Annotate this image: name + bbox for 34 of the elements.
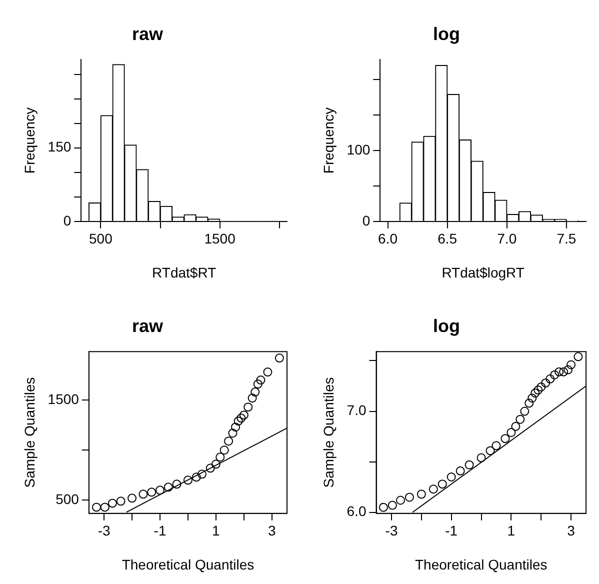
- x-tick-label: 3: [567, 522, 576, 539]
- x-tick-label: 7.5: [556, 230, 576, 247]
- x-axis-title: Theoretical Quantiles: [414, 556, 548, 572]
- x-axis-title: RTdat$RT: [152, 264, 217, 280]
- x-tick-label: -3: [98, 522, 110, 539]
- x-tick-label: 500: [89, 230, 113, 247]
- x-tick-label: -3: [385, 522, 398, 539]
- y-tick-label: 1500: [48, 390, 80, 407]
- y-tick-label: 500: [56, 491, 80, 508]
- y-axis-title: Frequency: [21, 107, 38, 174]
- y-axis-title: Sample Quantiles: [21, 377, 38, 488]
- y-axis-title: Frequency: [320, 107, 336, 174]
- x-tick-label: 1: [507, 522, 516, 539]
- y-tick-label: 0: [63, 212, 72, 228]
- x-tick-label: 6.5: [438, 230, 458, 247]
- y-tick-label: 7.0: [346, 402, 366, 418]
- x-tick-label: -1: [154, 522, 166, 539]
- y-tick-label: 100: [346, 141, 370, 158]
- chart-title: log: [433, 24, 460, 44]
- y-tick-label: 6.0: [346, 503, 366, 520]
- x-axis-title: Theoretical Quantiles: [122, 556, 254, 572]
- chart-title: raw: [132, 24, 164, 44]
- x-axis-title: RTdat$logRT: [442, 264, 525, 280]
- x-tick-label: 1: [212, 522, 220, 539]
- x-tick-label: 7.0: [497, 230, 517, 247]
- y-axis-title: Sample Quantiles: [320, 377, 336, 488]
- y-tick-label: 150: [48, 138, 72, 155]
- chart-title: raw: [132, 316, 164, 336]
- x-tick-label: 6.0: [378, 230, 398, 247]
- chart-title: log: [433, 316, 460, 336]
- x-tick-label: 1500: [204, 230, 236, 247]
- y-tick-label: 0: [362, 212, 370, 228]
- x-tick-label: 3: [268, 522, 276, 539]
- x-tick-label: -1: [445, 522, 458, 539]
